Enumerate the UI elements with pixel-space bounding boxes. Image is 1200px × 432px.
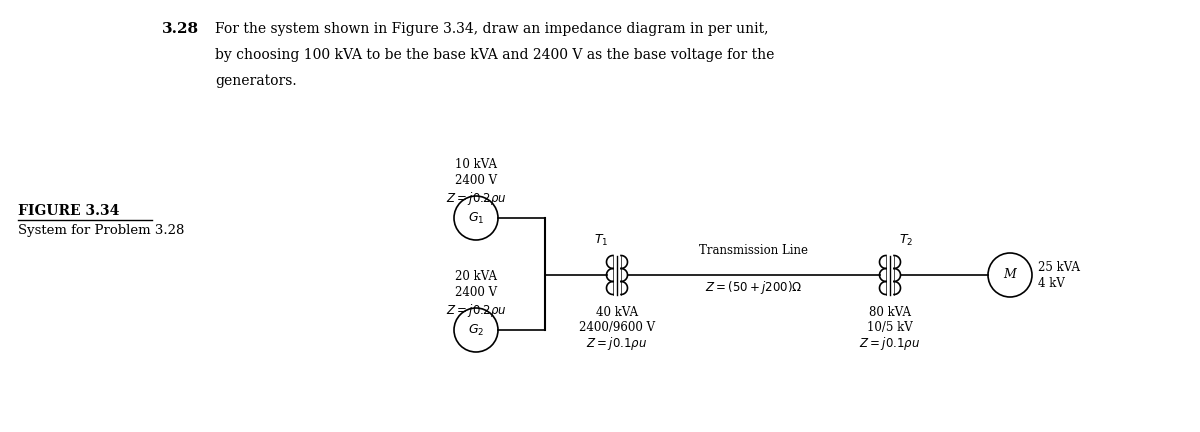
Text: 20 kVA: 20 kVA <box>455 270 497 283</box>
Text: by choosing 100 kVA to be the base kVA and 2400 V as the base voltage for the: by choosing 100 kVA to be the base kVA a… <box>215 48 774 62</box>
Text: System for Problem 3.28: System for Problem 3.28 <box>18 224 185 237</box>
Text: 2400 V: 2400 V <box>455 286 497 299</box>
Text: $Z = j0.2\rho u$: $Z = j0.2\rho u$ <box>445 190 506 207</box>
Text: FIGURE 3.34: FIGURE 3.34 <box>18 204 119 218</box>
Text: 10 kVA: 10 kVA <box>455 158 497 171</box>
Text: Transmission Line: Transmission Line <box>698 244 808 257</box>
Text: M: M <box>1003 269 1016 282</box>
Text: 40 kVA: 40 kVA <box>596 306 638 320</box>
Text: $T_2$: $T_2$ <box>899 232 913 248</box>
Text: $G_2$: $G_2$ <box>468 322 484 337</box>
Text: 80 kVA: 80 kVA <box>869 306 911 320</box>
Text: 25 kVA: 25 kVA <box>1038 261 1080 274</box>
Text: 3.28: 3.28 <box>162 22 199 36</box>
Text: 2400 V: 2400 V <box>455 174 497 187</box>
Text: generators.: generators. <box>215 74 296 88</box>
Text: $T_1$: $T_1$ <box>594 232 608 248</box>
Text: $Z = j0.2\rho u$: $Z = j0.2\rho u$ <box>445 302 506 319</box>
Text: For the system shown in Figure 3.34, draw an impedance diagram in per unit,: For the system shown in Figure 3.34, dra… <box>215 22 768 36</box>
Text: 10/5 kV: 10/5 kV <box>868 321 913 334</box>
Text: $G_1$: $G_1$ <box>468 210 485 226</box>
Text: 4 kV: 4 kV <box>1038 277 1064 290</box>
Text: $Z = (50 + j200)\Omega$: $Z = (50 + j200)\Omega$ <box>704 279 803 296</box>
Text: $Z = j0.1\rho u$: $Z = j0.1\rho u$ <box>859 334 920 352</box>
Text: $Z = j0.1\rho u$: $Z = j0.1\rho u$ <box>587 334 648 352</box>
Text: 2400/9600 V: 2400/9600 V <box>578 321 655 334</box>
